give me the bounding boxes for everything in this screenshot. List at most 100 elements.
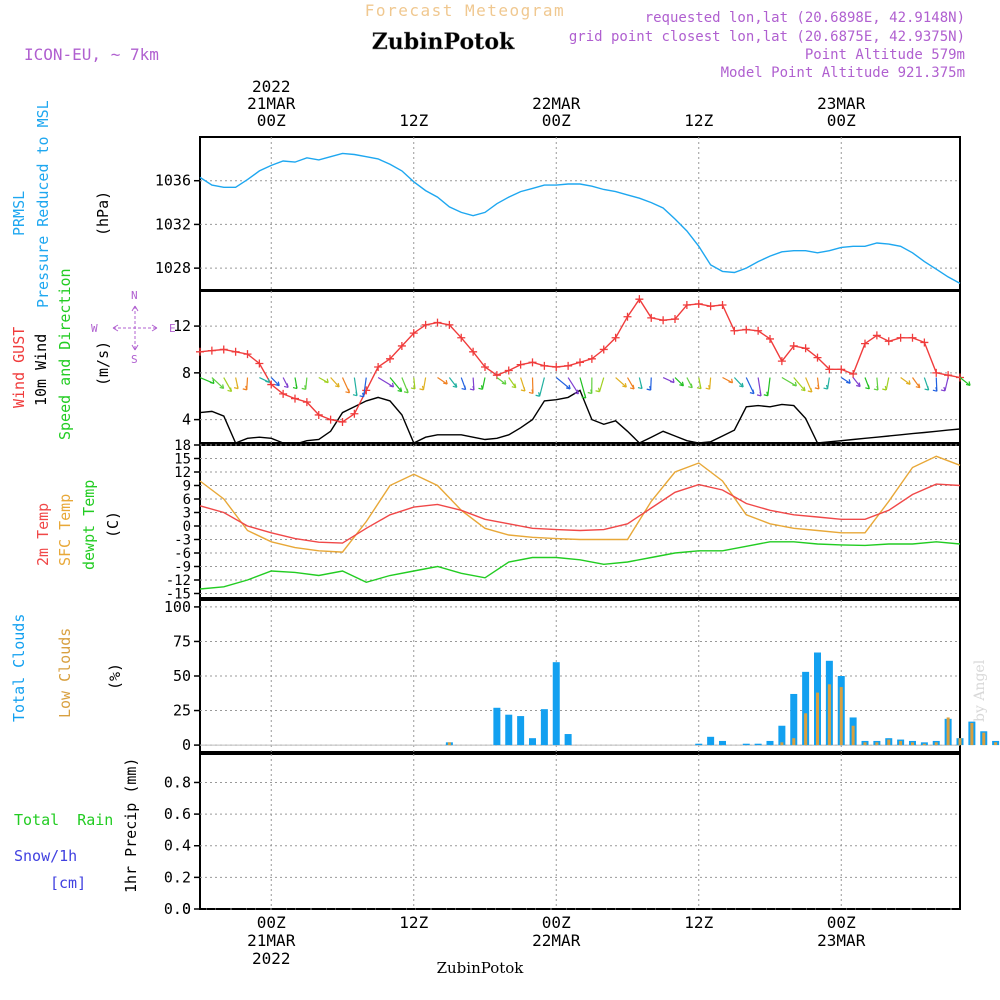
gust-marker <box>908 333 917 342</box>
wind-barb <box>496 377 507 385</box>
wind-barb-head <box>865 384 870 390</box>
gust-marker <box>659 316 668 325</box>
wind-barb <box>781 377 797 387</box>
wind-barb <box>567 377 579 395</box>
wind-barb-head <box>242 385 248 391</box>
wind-barb <box>508 377 517 389</box>
wind-barb-head <box>461 385 467 391</box>
wind-barb <box>555 377 571 390</box>
cloud-unit-label: (%) <box>106 663 124 690</box>
y-tick-label: 25 <box>173 702 191 720</box>
total-cloud-bar <box>754 743 762 746</box>
wind-barb <box>900 377 911 385</box>
gust-marker <box>730 326 739 335</box>
gust-marker <box>504 366 513 375</box>
gust-marker <box>766 334 774 343</box>
wind-barb <box>733 377 744 388</box>
bottom-tick-label: 00Z <box>827 913 856 932</box>
low-cloud-bar <box>827 684 831 746</box>
wind-barb-head <box>265 378 270 383</box>
wind-barb-head <box>622 382 627 388</box>
wind-barb <box>223 377 233 392</box>
gust-marker <box>350 409 359 418</box>
gust-marker <box>872 331 881 340</box>
wind-barb <box>767 377 771 396</box>
wind-barb-head <box>906 380 911 385</box>
wind-barb-head <box>915 383 921 389</box>
top-tick-label: 12Z <box>399 111 428 130</box>
bottom-tick-label: 22MAR <box>532 931 581 950</box>
y-tick-label: 15 <box>174 452 191 468</box>
wind-barb <box>852 377 861 387</box>
wind-barb-head <box>403 388 409 394</box>
gust-marker <box>255 359 264 368</box>
y-tick-label: 18 <box>174 438 191 454</box>
requested-coords: requested lon,lat (20.6898E, 42.9148N) <box>645 10 965 26</box>
wind-barb <box>674 377 684 387</box>
wind-barb-head <box>581 393 587 399</box>
wind-10m-label: 10m Wind <box>32 334 50 406</box>
low-cloud-bar <box>934 742 938 746</box>
y-tick-label: 0.4 <box>164 837 191 855</box>
wind-barb-head <box>696 384 702 390</box>
y-tick-label: 4 <box>182 411 191 429</box>
wind-barb <box>437 377 448 385</box>
wind-series <box>196 295 971 445</box>
gust-marker <box>219 345 228 354</box>
wind-barb-head <box>800 386 806 392</box>
wind-barb-head <box>501 380 507 385</box>
top-tick-label: 12Z <box>684 111 713 130</box>
total-cloud-bar <box>719 740 726 746</box>
total-cloud-bar <box>790 693 798 746</box>
gust-marker <box>587 354 596 363</box>
bottom-tick-label: 12Z <box>684 913 713 932</box>
wind-barb-head <box>688 383 693 389</box>
wind-gust-label: Wind GUST <box>10 327 28 408</box>
y-tick-label: -15 <box>166 587 191 603</box>
wind-barb-head <box>763 391 769 397</box>
snow-unit-label: [cm] <box>50 874 86 892</box>
wind-barb-head <box>419 385 425 391</box>
wind-barb-head <box>359 392 365 398</box>
pressure-series <box>199 152 961 285</box>
wind-barb-head <box>728 378 734 384</box>
gust-marker <box>397 341 406 350</box>
panel-frame <box>199 290 961 444</box>
y-tick-label: 0.2 <box>164 868 191 886</box>
gust-marker <box>516 360 525 369</box>
closest-coords: grid point closest lon,lat (20.6875E, 42… <box>569 29 965 45</box>
bottom-tick-label: 00Z <box>257 913 286 932</box>
gust-marker <box>623 312 632 321</box>
low-cloud-bar <box>911 742 914 746</box>
wind-barb-head <box>629 384 635 390</box>
y-tick-label: 50 <box>173 667 191 685</box>
y-tick-label: 8 <box>182 364 191 382</box>
y-tick-label: -3 <box>174 533 191 549</box>
wind-barb <box>270 377 280 387</box>
compass-w: W <box>91 322 98 335</box>
wind-barb-head <box>352 391 358 397</box>
gust-marker <box>243 350 252 359</box>
gust-marker <box>599 345 608 354</box>
wind-barb <box>211 377 225 389</box>
low-cloud-bar <box>447 742 451 746</box>
prmsl-label: PRMSL <box>10 191 28 236</box>
wind-barb-head <box>511 383 517 389</box>
wind-barb-head <box>227 387 233 393</box>
bottom-tick-label: 00Z <box>542 913 571 932</box>
low-cloud-bar <box>994 742 998 746</box>
gust-marker <box>611 333 620 342</box>
top-tick-label: 23MAR <box>817 94 866 113</box>
wind-barb-head <box>932 387 938 392</box>
gust-marker <box>374 363 383 371</box>
gust-marker <box>837 365 846 374</box>
gust-marker <box>682 301 691 310</box>
footer-location: ZubinPotok <box>437 959 525 977</box>
total-cloud-bar <box>517 716 525 746</box>
wind-barb-head <box>792 381 797 387</box>
top-tick-label: 21MAR <box>247 94 296 113</box>
low-cloud-bar <box>875 742 879 746</box>
wind-barb-head <box>292 384 298 390</box>
total-cloud-bar <box>529 738 536 746</box>
top-tick-label: 2022 <box>252 77 291 96</box>
